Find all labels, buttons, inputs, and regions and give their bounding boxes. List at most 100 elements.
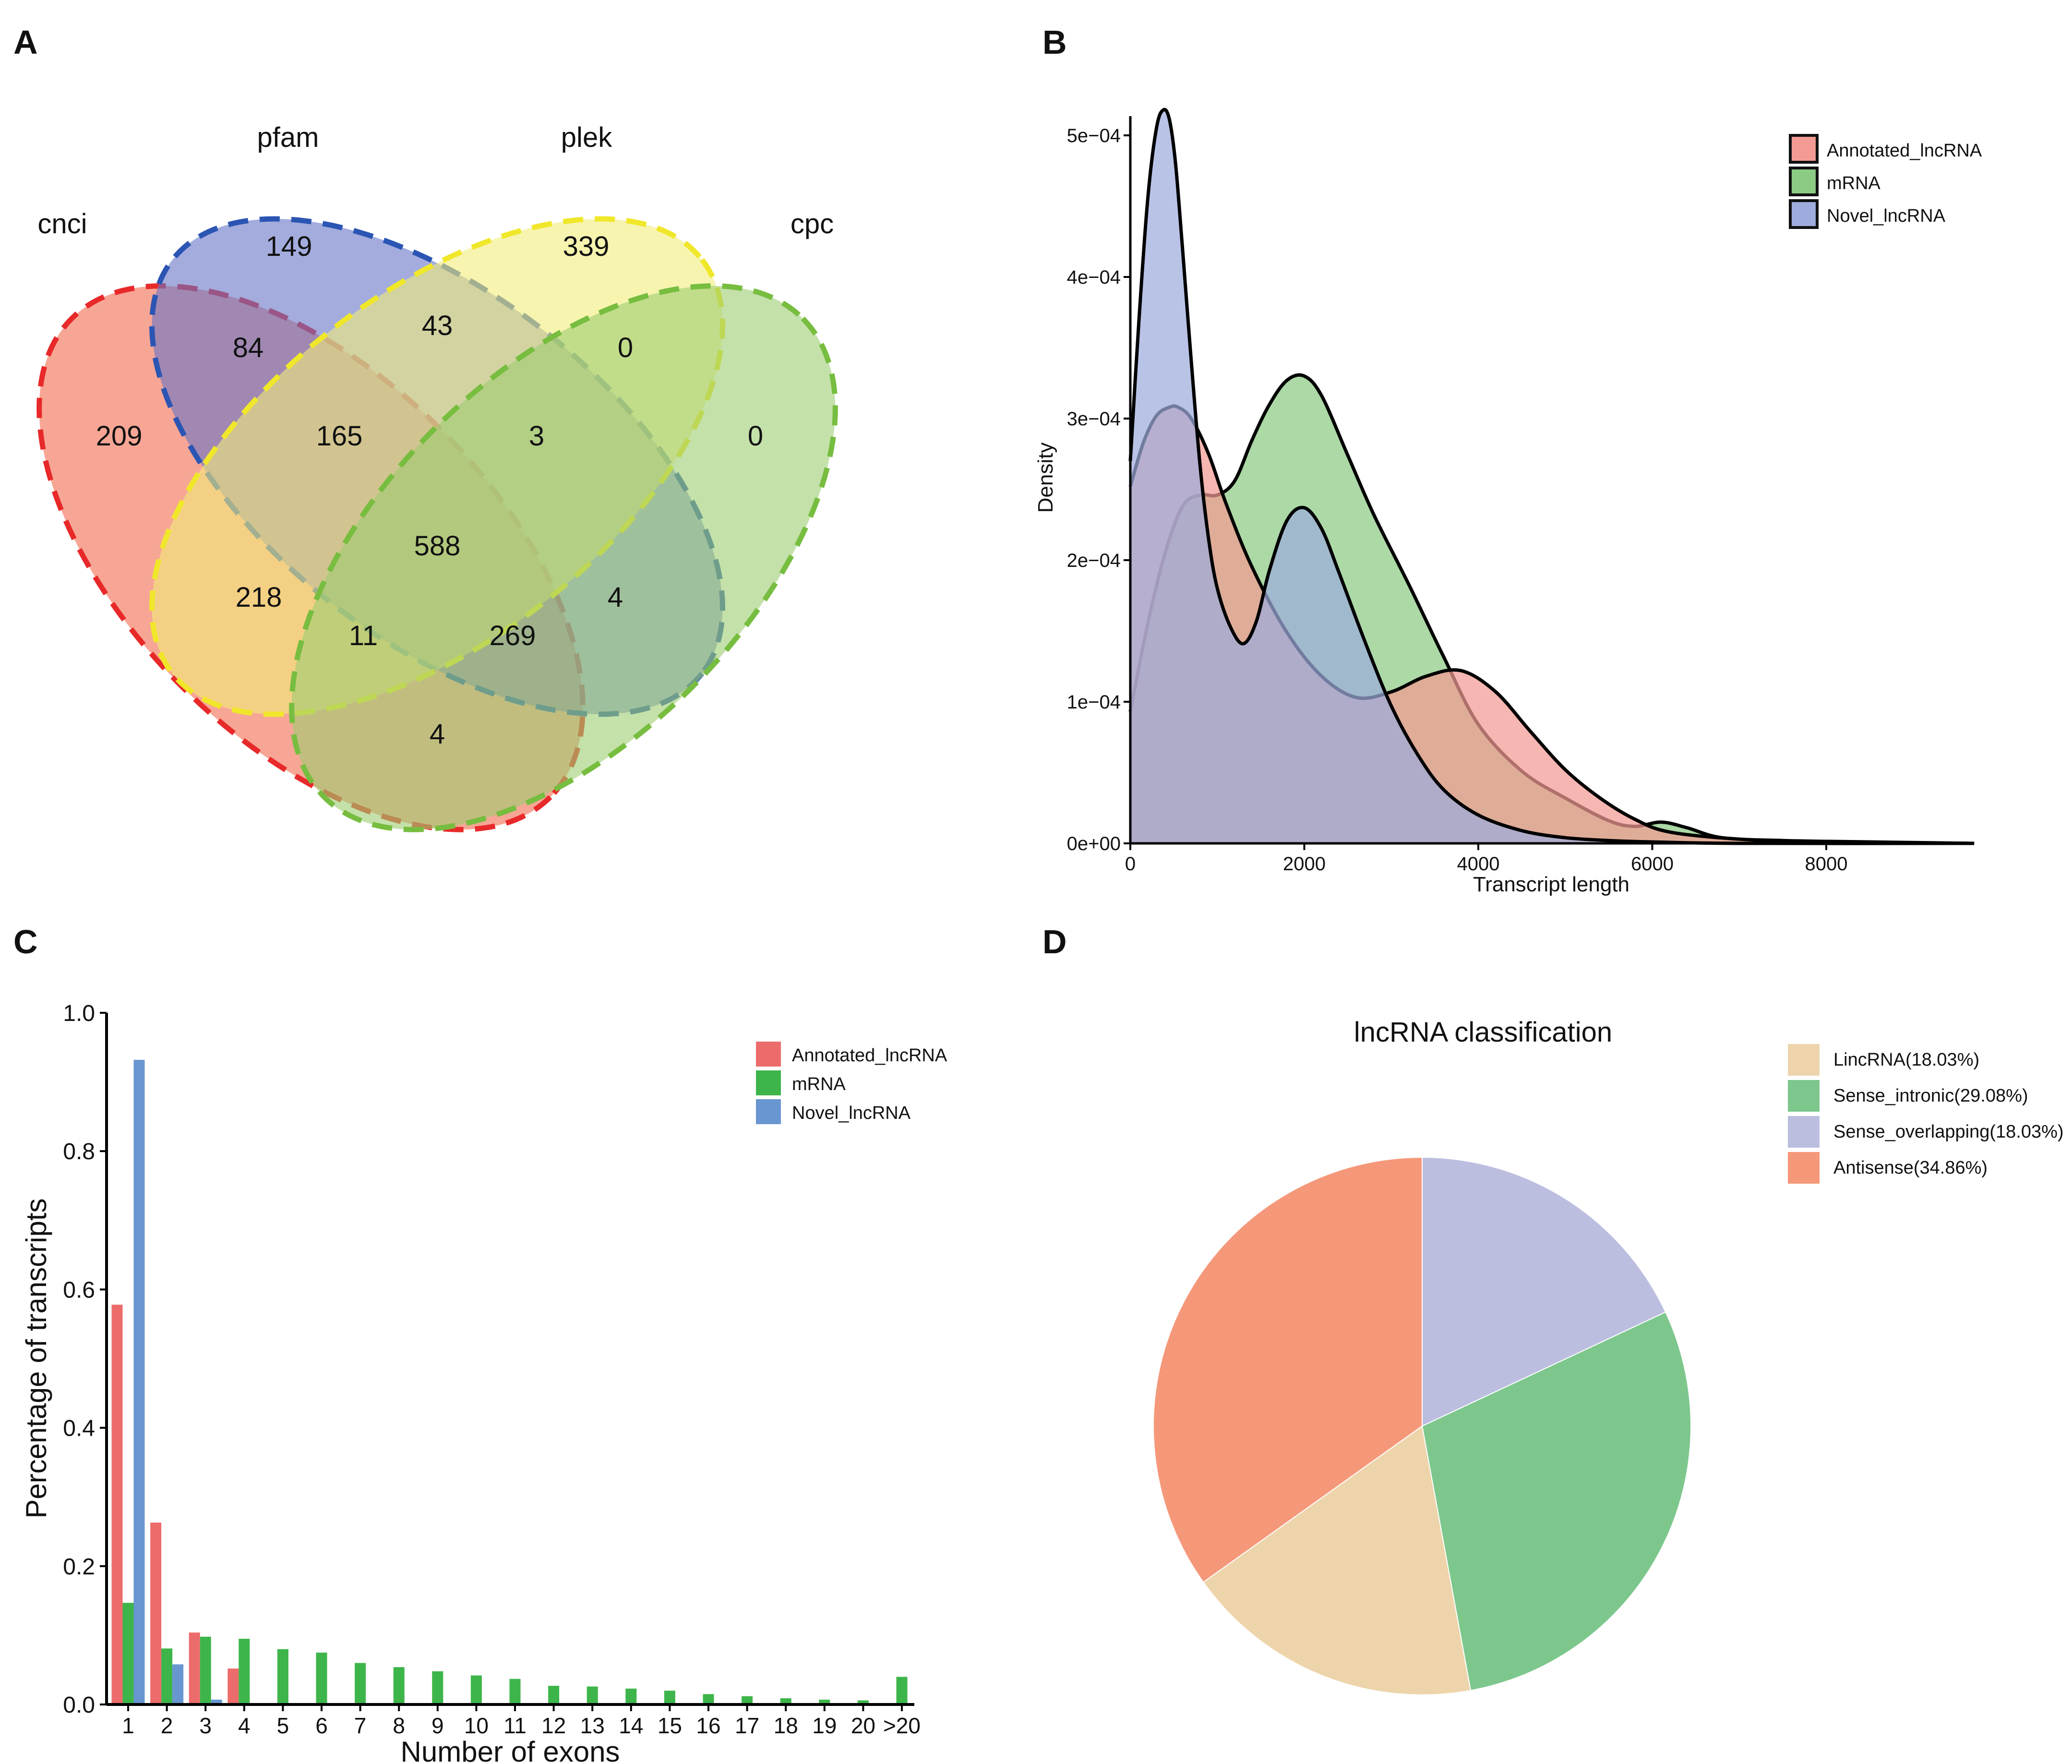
pie-legend-swatch-lincrna [1788,1044,1820,1076]
bar-legend-swatch-novel [756,1099,781,1124]
pie-legend-swatch-antisense [1788,1152,1820,1184]
bar-novel-lncrna-2 [172,1664,184,1704]
density-legend-swatch-novel [1789,199,1819,229]
bar-mrna-1 [122,1603,134,1704]
venn-set-label-cnci: cnci [37,208,87,240]
density-legend-label-novel: Novel_lncRNA [1827,206,1946,226]
bar-x-tick-label: 16 [696,1713,720,1738]
bar-annotated-lncrna-2 [150,1523,162,1704]
bar-x-tick-label: 20 [851,1713,875,1738]
bar-y-tick-label: 1.0 [63,1001,95,1026]
bar-mrna-17 [742,1696,753,1704]
density-x-tick-label: 4000 [1457,853,1500,875]
pie-slice-sense-intronic [1421,1311,1691,1691]
pie-slice-sense-overlapping [1422,1156,1666,1427]
density-line-novel-lncrna [1128,108,1975,845]
density-x-tick-label: 8000 [1805,853,1848,875]
venn-region-plek-only: 339 [563,231,610,262]
density-legend: Annotated_lncRNA mRNA Novel_lncRNA [1789,134,1982,229]
bar-mrna-2 [161,1648,173,1704]
venn-region-plek-cpc: 0 [618,332,633,363]
bar-mrna-11 [509,1679,521,1704]
bar-x-tick-label: 15 [658,1713,682,1738]
bar-mrna-3 [200,1636,211,1704]
venn-region-pfam-cpc: 4 [608,582,623,613]
bar-mrna-9 [432,1671,443,1704]
bar-x-tick-label: 2 [161,1713,173,1738]
density-y-axis-label: Density [1034,443,1057,513]
bar-x-tick-label: 9 [431,1713,444,1738]
bar-novel-lncrna-1 [133,1060,145,1704]
density-y-tick-label: 5e−04 [1067,125,1121,146]
pie-slice-antisense [1153,1156,1423,1583]
bar-mrna-5 [277,1649,288,1704]
bar-annotated-lncrna-3 [189,1632,200,1704]
bar-mrna-20 [896,1677,908,1704]
density-x-axis-label: Transcript length [1473,873,1629,896]
bar-mrna-4 [239,1639,250,1704]
bar-x-tick-label: 4 [238,1713,251,1738]
venn-region-cnci-plek: 218 [236,582,282,613]
venn-region-all: 588 [414,530,461,562]
panel-label-d: D [1042,923,1067,960]
bar-x-tick-label: 3 [199,1713,212,1738]
bar-mrna-7 [355,1663,366,1704]
venn-region-cpc-only: 0 [748,420,763,452]
density-legend-swatch-mrna [1789,167,1819,196]
bar-x-tick-label: 7 [354,1713,367,1738]
bar-annotated-lncrna-4 [228,1668,239,1704]
density-y-tick-label: 2e−04 [1067,550,1121,571]
pie-title: lncRNA classification [1354,1017,1612,1048]
bar-mrna-20 [857,1700,869,1704]
venn-region-pfam-only: 149 [266,231,312,262]
bar-x-tick-label: 19 [812,1713,837,1738]
bar-mrna-18 [780,1698,791,1704]
bar-x-tick-label: 10 [464,1713,489,1738]
bar-x-tick-label: 14 [619,1713,643,1738]
density-y-tick-label: 1e−04 [1067,692,1121,713]
bar-x-tick-label: 13 [580,1713,605,1738]
density-legend-label-mrna: mRNA [1827,173,1881,193]
bar-mrna-10 [470,1675,482,1704]
venn-region-cnci-pfam-cpc: 269 [490,620,536,651]
venn-diagram: cnci pfam plek cpc 209 149 339 0 84 43 0… [36,122,838,832]
bar-x-tick-label: 6 [315,1713,328,1738]
bar-annotated-lncrna-1 [111,1305,123,1704]
bar-x-tick-label: 5 [277,1713,289,1738]
bar-x-axis-label: Number of exons [401,1736,620,1764]
panel-label-b: B [1042,24,1067,61]
venn-region-pfam-plek-cpc: 3 [529,420,544,452]
pie-legend-label-sense-overlapping: Sense_overlapping(18.03%) [1833,1122,2064,1142]
bar-y-tick-label: 0.2 [63,1554,95,1580]
density-legend-swatch-annotated [1789,134,1819,164]
venn-region-pfam-plek: 43 [422,310,453,341]
bar-legend-label-mrna: mRNA [792,1074,846,1094]
bar-x-tick-label: 8 [393,1713,405,1738]
bar-legend-swatch-mrna [756,1070,781,1095]
density-x-tick-label: 0 [1125,853,1136,875]
bar-x-tick-label: 11 [503,1713,527,1738]
pie-legend-label-sense-intronic: Sense_intronic(29.08%) [1833,1086,2028,1106]
bar-mrna-15 [664,1691,675,1704]
venn-set-label-plek: plek [561,122,612,153]
venn-region-cnci-plek-cpc: 11 [349,620,378,651]
pie-legend-label-lincrna: LincRNA(18.03%) [1833,1050,1979,1070]
density-y-tick-label: 4e−04 [1067,267,1121,288]
bar-x-tick-label: >20 [883,1713,921,1738]
bar-novel-lncrna-3 [211,1699,222,1704]
density-y-tick-label: 0e+00 [1067,833,1121,854]
venn-set-label-pfam: pfam [257,122,319,153]
exon-bar-chart: 1 2 3 4 5 6 7 8 9 10 11 12 13 14 15 16 17 18 19 20 >200.00.2… [20,1001,947,1764]
pie-slice-lincrna [1202,1425,1472,1695]
density-y-tick-label: 3e−04 [1067,408,1121,430]
density-x-tick-label: 6000 [1631,853,1674,875]
panel-label-c: C [13,923,38,960]
bar-legend-label-novel: Novel_lncRNA [792,1103,911,1123]
density-x-tick-label: 2000 [1283,853,1326,875]
venn-set-cpc [289,283,838,832]
bar-mrna-16 [703,1694,714,1704]
venn-region-cnci-pfam-plek: 165 [316,420,363,452]
pie-legend-swatch-sense-overlapping [1788,1116,1820,1148]
panel-label-a: A [13,24,38,61]
